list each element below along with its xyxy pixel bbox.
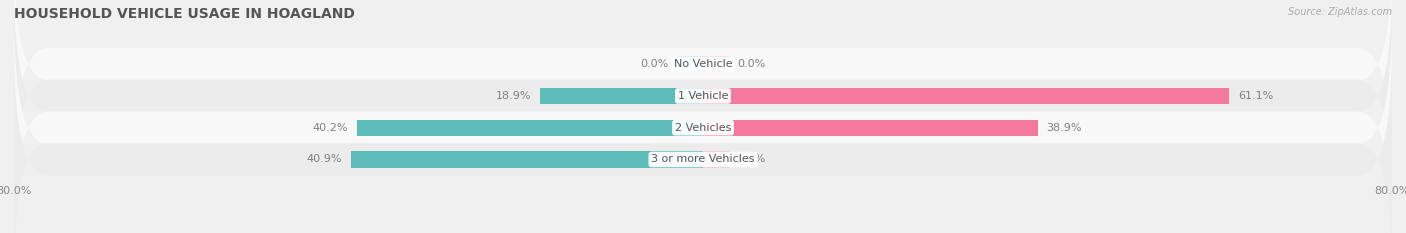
Bar	[678, 56, 703, 72]
Bar	[540, 88, 703, 104]
Text: 40.2%: 40.2%	[312, 123, 349, 133]
Text: 18.9%: 18.9%	[496, 91, 531, 101]
Text: 1 Vehicle: 1 Vehicle	[678, 91, 728, 101]
FancyBboxPatch shape	[14, 0, 1392, 175]
Text: 61.1%: 61.1%	[1237, 91, 1272, 101]
Text: No Vehicle: No Vehicle	[673, 59, 733, 69]
Text: 0.0%: 0.0%	[738, 154, 766, 164]
Text: 0.0%: 0.0%	[738, 59, 766, 69]
Bar	[703, 88, 1229, 104]
Bar	[703, 151, 728, 168]
Bar	[703, 56, 728, 72]
FancyBboxPatch shape	[14, 49, 1392, 233]
Text: Source: ZipAtlas.com: Source: ZipAtlas.com	[1288, 7, 1392, 17]
Bar	[350, 151, 703, 168]
Text: 40.9%: 40.9%	[307, 154, 342, 164]
Bar	[703, 120, 1038, 136]
FancyBboxPatch shape	[14, 17, 1392, 233]
FancyBboxPatch shape	[14, 0, 1392, 207]
Text: HOUSEHOLD VEHICLE USAGE IN HOAGLAND: HOUSEHOLD VEHICLE USAGE IN HOAGLAND	[14, 7, 354, 21]
Bar	[357, 120, 703, 136]
Text: 3 or more Vehicles: 3 or more Vehicles	[651, 154, 755, 164]
Text: 0.0%: 0.0%	[640, 59, 669, 69]
Text: 2 Vehicles: 2 Vehicles	[675, 123, 731, 133]
Text: 38.9%: 38.9%	[1046, 123, 1083, 133]
